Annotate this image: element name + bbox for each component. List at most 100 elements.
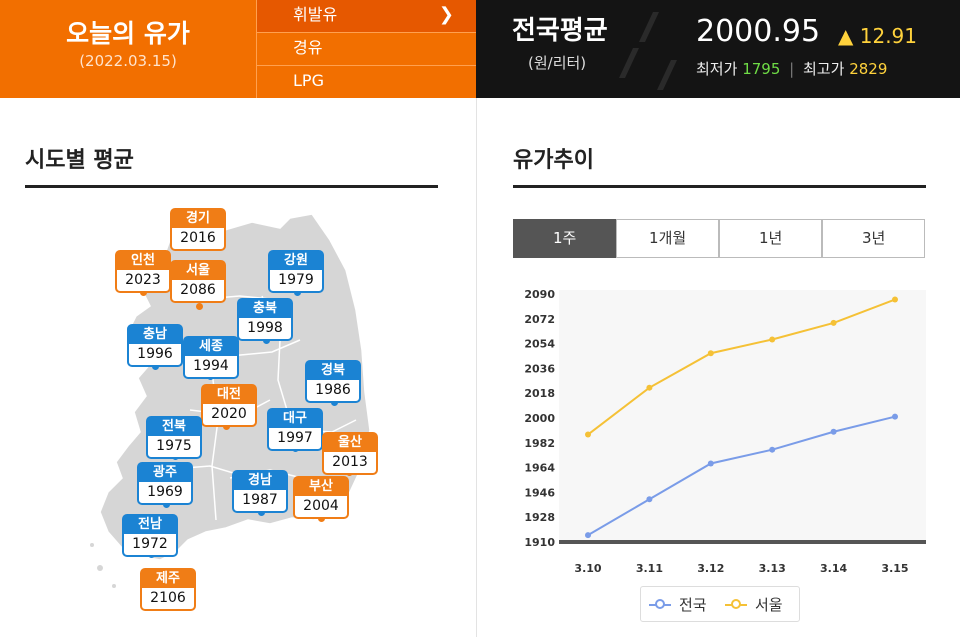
region-name: 울산 [324, 434, 376, 452]
region-name: 대전 [203, 386, 255, 404]
data-point [646, 496, 653, 503]
region-price: 1998 [247, 320, 283, 336]
fuel-tab-label: 경유 [293, 38, 323, 57]
x-tick-label: 3.14 [820, 562, 847, 575]
region-marker[interactable]: 전남 1972 [122, 514, 178, 557]
region-price: 2086 [180, 282, 216, 298]
region-price: 1986 [315, 382, 351, 398]
region-name: 제주 [142, 570, 194, 588]
data-point [830, 428, 837, 435]
y-tick-label: 2090 [524, 288, 555, 301]
max-value: 2829 [849, 60, 888, 78]
national-title: 전국평균 [512, 16, 608, 46]
region-marker[interactable]: 부산 2004 [293, 476, 349, 519]
region-name: 충북 [239, 300, 291, 318]
region-marker[interactable]: 대전 2020 [201, 384, 257, 427]
region-marker[interactable]: 세종 1994 [183, 336, 239, 379]
data-point [707, 460, 714, 467]
fuel-tab-label: LPG [293, 71, 324, 90]
price-date: (2022.03.15) [79, 52, 177, 70]
region-marker[interactable]: 인천 2023 [115, 250, 171, 293]
region-name: 대구 [269, 410, 321, 428]
map-island [112, 584, 116, 588]
region-marker[interactable]: 충북 1998 [237, 298, 293, 341]
region-name: 경남 [234, 472, 286, 490]
y-tick-label: 1946 [524, 486, 555, 499]
tab-1-week[interactable]: 1주 [513, 219, 617, 258]
region-marker[interactable]: 경북 1986 [305, 360, 361, 403]
plot-area [559, 290, 926, 542]
fuel-tab-diesel[interactable]: 경유 [256, 32, 476, 65]
fuel-tab-label: 휘발유 [293, 5, 338, 24]
y-tick-label: 2072 [524, 313, 555, 326]
price-trend-chart: 1910 1928 1946 1964 1982 2000 2018 2036 2054 2072… [524, 288, 926, 575]
fuel-tab-lpg[interactable]: LPG [256, 65, 476, 98]
region-marker[interactable]: 제주 2106 [140, 568, 196, 611]
period-tabs: 1주 1개월 1년 3년 [513, 219, 926, 258]
tab-3-years[interactable]: 3년 [822, 219, 926, 258]
tab-1-month[interactable]: 1개월 [616, 219, 720, 258]
min-label: 최저가 [696, 60, 738, 78]
legend-label-seoul: 서울 [755, 596, 783, 614]
y-tick-label: 1910 [524, 536, 555, 549]
y-tick-label: 2018 [524, 387, 555, 400]
region-marker[interactable]: 경기 2016 [170, 208, 226, 251]
map-island [97, 565, 103, 571]
region-dot [196, 303, 203, 310]
decor-stripe [619, 48, 639, 78]
decor-stripe [657, 60, 677, 90]
region-price: 1972 [132, 536, 168, 552]
chevron-right-icon: ❯ [438, 4, 454, 25]
fuel-tab-gasoline[interactable]: 휘발유 ❯ [256, 0, 476, 33]
region-marker[interactable]: 강원 1979 [268, 250, 324, 293]
region-price: 1994 [193, 358, 229, 374]
region-name: 강원 [270, 252, 322, 270]
region-marker[interactable]: 경남 1987 [232, 470, 288, 513]
region-marker[interactable]: 울산 2013 [322, 432, 378, 475]
y-tick-label: 1964 [524, 462, 555, 475]
region-name: 인천 [117, 252, 169, 270]
trend-title: 유가추이 [513, 148, 594, 173]
legend-marker-national [655, 599, 665, 609]
max-label: 최고가 [803, 60, 845, 78]
region-price: 2013 [332, 454, 368, 470]
decor-stripe [639, 12, 659, 42]
x-tick-label: 3.15 [881, 562, 908, 575]
region-marker[interactable]: 광주 1969 [137, 462, 193, 505]
header: 오늘의 유가 (2022.03.15) 휘발유 ❯ 경유 LPG 전국평균 (원… [0, 0, 960, 98]
legend-marker-seoul [731, 599, 741, 609]
region-price: 1975 [156, 438, 192, 454]
y-tick-label: 1928 [524, 511, 555, 524]
national-change: ▲ 12.91 [838, 24, 917, 48]
legend-label-national: 전국 [679, 596, 707, 614]
regional-title: 시도별 평균 [25, 148, 134, 173]
region-marker[interactable]: 충남 1996 [127, 324, 183, 367]
region-marker[interactable]: 서울 2086 [170, 260, 226, 303]
region-price: 2004 [303, 498, 339, 514]
national-min-max: 최저가 1795 | 최고가 2829 [696, 58, 887, 79]
tab-1-year[interactable]: 1년 [719, 219, 823, 258]
region-name: 충남 [129, 326, 181, 344]
national-average-panel: 전국평균 (원/리터) 2000.95 ▲ 12.91 최저가 1795 | 최… [476, 0, 960, 98]
series-line-seoul [587, 298, 896, 436]
region-price: 2106 [150, 590, 186, 606]
region-name: 광주 [139, 464, 191, 482]
separator: | [789, 60, 795, 78]
region-name: 서울 [172, 262, 224, 280]
min-value: 1795 [742, 60, 781, 78]
region-price: 1996 [137, 346, 173, 362]
column-divider [476, 98, 477, 637]
chart-legend: 전국 서울 [640, 586, 800, 622]
region-name: 전남 [124, 516, 176, 534]
data-point [646, 384, 653, 391]
y-tick-label: 2054 [524, 338, 555, 351]
region-name: 세종 [185, 338, 237, 356]
region-name: 경북 [307, 362, 359, 380]
national-unit: (원/리터) [528, 54, 587, 72]
data-point [892, 413, 898, 420]
y-tick-label: 2000 [524, 412, 555, 425]
map-island [90, 543, 94, 547]
region-name: 전북 [148, 418, 200, 436]
region-marker[interactable]: 전북 1975 [146, 416, 202, 459]
region-marker[interactable]: 대구 1997 [267, 408, 323, 451]
